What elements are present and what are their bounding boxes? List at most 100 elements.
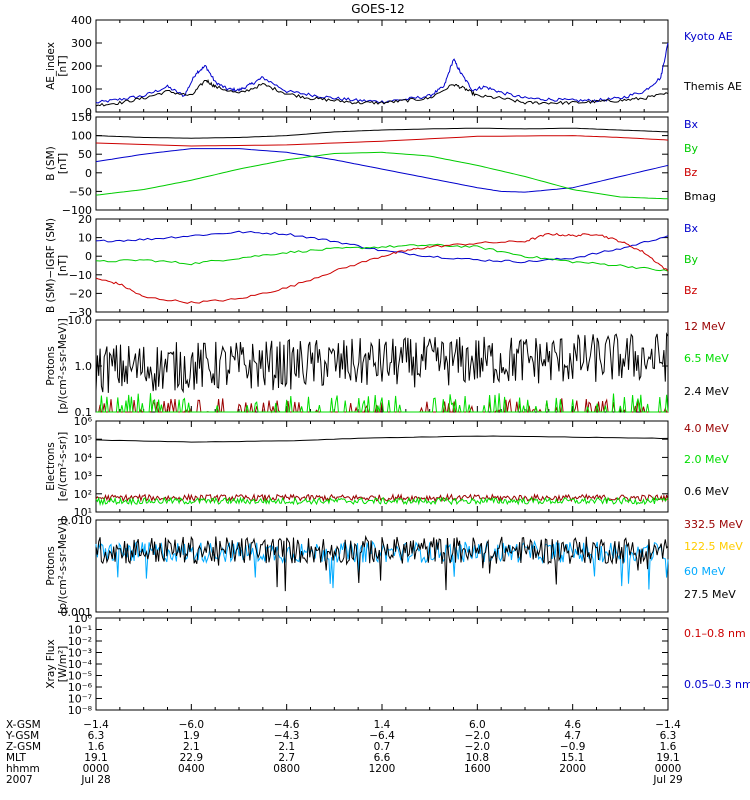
legend-label: 4.0 MeV: [684, 422, 729, 435]
y-axis-label: Xray Flux [W/m²]: [45, 639, 69, 688]
legend-label: 6.5 MeV: [684, 352, 729, 365]
orbit-cell: 0800: [273, 763, 300, 775]
y-tick-label: 10⁻³: [68, 647, 92, 660]
panel-frame: [95, 519, 669, 613]
legend-label: 2.0 MeV: [684, 453, 729, 466]
orbit-cell: −2.0: [465, 730, 491, 742]
legend-label: 0.1–0.8 nm: [684, 627, 746, 640]
y-axis-label-line: [p/(cm²-s-sr-MeV)]: [57, 318, 69, 413]
y-axis-label-line: [nT]: [57, 55, 69, 76]
orbit-cell: 6.3: [660, 730, 677, 742]
orbit-row-label: 2007: [6, 774, 33, 786]
orbit-cell: 0400: [178, 763, 205, 775]
orbit-row-label: hhmm: [6, 763, 40, 775]
y-axis-label: Protons [p/(cm²-s-sr-MeV)]: [45, 318, 69, 413]
legend-label: 0.6 MeV: [684, 485, 729, 498]
orbit-cell: 6.0: [469, 719, 486, 731]
y-axis-label-line: [e/(cm²-s-sr)]: [57, 432, 69, 501]
y-tick-label: 50: [78, 148, 92, 161]
y-tick-label: 10.0: [68, 314, 93, 327]
series-line-27-5-mev: [95, 534, 669, 592]
panel-electrons: 10¹ 10² 10³ 10⁴ 10⁵ 10⁶ Electrons [e/(cm²-s-sr)…: [45, 415, 729, 519]
orbit-cell: −4.3: [274, 730, 300, 742]
y-tick-label: 10⁰: [74, 612, 93, 625]
y-axis-label: Electrons [e/(cm²-s-sr)]: [45, 432, 69, 501]
legend-label: 27.5 MeV: [684, 588, 736, 601]
legend-label: 0.05–0.3 nm: [684, 678, 750, 691]
y-tick-label: 10⁻⁶: [68, 681, 93, 694]
y-axis-label-line: Xray Flux: [45, 639, 57, 688]
legend-label: Bx: [684, 222, 699, 235]
series-line-bz: [95, 232, 669, 304]
series-line-2-4-mev: [95, 332, 669, 394]
y-tick-label: 10⁴: [74, 451, 93, 464]
y-tick-label: 0: [85, 106, 92, 119]
orbit-row-label: Y-GSM: [5, 730, 39, 742]
y-tick-label: 0: [85, 167, 92, 180]
series-line-by: [95, 243, 669, 272]
y-tick-label: 300: [71, 37, 92, 50]
legend-label: Themis AE: [683, 80, 742, 93]
y-tick-label: 0.1: [75, 406, 93, 419]
orbit-cell: 19.1: [656, 752, 679, 764]
y-tick-label: 10⁻²: [68, 635, 92, 648]
y-axis-label-line: [W/m²]: [57, 646, 69, 683]
y-tick-label: 10²: [74, 488, 92, 501]
y-tick-label: 10¹: [74, 506, 92, 519]
orbit-cell: 6.3: [88, 730, 105, 742]
y-axis-label-line: AE_index: [45, 42, 57, 90]
y-tick-label: −10: [69, 269, 92, 282]
series-line-bmag: [95, 127, 669, 139]
orbit-cell: 2000: [559, 763, 586, 775]
legend-label: Kyoto AE: [684, 30, 733, 43]
y-axis-label-line: Protons: [45, 346, 57, 385]
panel-db: −30 −20 −10 0 10 20 B (SM)−IGRF (SM) [nT] Bx By Bz: [45, 213, 699, 319]
orbit-cell: −1.4: [83, 719, 109, 731]
series-line-themis-ae: [95, 79, 669, 107]
series-line-by: [95, 151, 669, 200]
orbit-cell: 4.6: [564, 719, 581, 731]
orbit-cell: Jul 29: [652, 774, 682, 786]
y-axis-label-line: B (SM): [45, 146, 57, 180]
y-tick-label: 100: [71, 130, 92, 143]
y-tick-label: 150: [71, 111, 92, 124]
y-tick-label: 10⁻⁸: [68, 704, 93, 717]
y-tick-label: 0.001: [61, 606, 93, 619]
orbit-cell: 15.1: [561, 752, 584, 764]
y-axis-label-line: [nT]: [57, 255, 69, 276]
panel-frame: [95, 218, 669, 313]
orbit-cell: 6.6: [374, 752, 391, 764]
orbit-cell: −1.4: [655, 719, 681, 731]
orbit-cell: −0.9: [560, 741, 586, 753]
y-tick-label: 10⁻⁴: [68, 658, 93, 671]
y-axis-label-line: B (SM)−IGRF (SM): [45, 218, 57, 313]
y-tick-label: −30: [69, 306, 92, 319]
y-tick-label: −20: [69, 287, 92, 300]
panel-frame: [95, 617, 669, 711]
orbit-cell: 1.6: [88, 741, 105, 753]
y-axis-label: B (SM) [nT]: [45, 146, 69, 180]
y-axis-label-line: [nT]: [57, 153, 69, 174]
y-tick-label: 100: [71, 83, 92, 96]
y-tick-label: 200: [71, 60, 92, 73]
series-line-bx: [95, 148, 669, 193]
panel-frame: [95, 116, 669, 211]
legend-label: 60 MeV: [684, 565, 726, 578]
orbit-cell: −2.0: [465, 741, 491, 753]
legend-label: 332.5 MeV: [684, 518, 743, 531]
legend-label: 2.4 MeV: [684, 385, 729, 398]
y-axis-label-line: Electrons: [45, 442, 57, 491]
series-line-0-6-mev: [95, 435, 669, 443]
legend-label: Bmag: [684, 190, 716, 203]
orbit-cell: 2.1: [278, 741, 295, 753]
y-tick-label: −100: [62, 204, 92, 217]
orbit-cell: 1.4: [374, 719, 391, 731]
y-tick-label: 400: [71, 14, 92, 27]
orbit-cell: 1.9: [183, 730, 200, 742]
series-line-kyoto-ae: [95, 42, 669, 104]
y-axis-label: Protons [p/(cm²-s-sr-MeV)]: [45, 518, 69, 613]
y-tick-label: 10⁻⁵: [68, 670, 92, 683]
series-line-bx: [95, 230, 669, 264]
